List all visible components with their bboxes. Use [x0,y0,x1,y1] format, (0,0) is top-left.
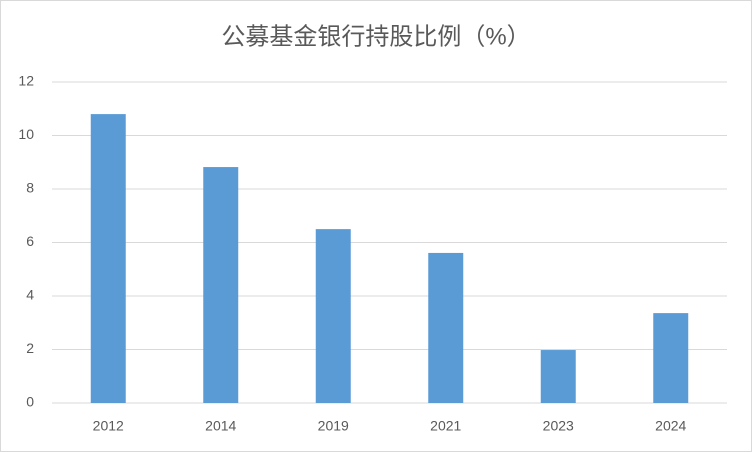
y-tick-label: 8 [26,180,34,196]
bar [428,252,464,403]
x-tick-label: 2014 [205,418,236,434]
chart-title: 公募基金银行持股比例（%） [221,23,530,50]
bar [203,167,239,403]
bar [315,229,351,403]
y-tick-label: 6 [26,233,34,249]
y-tick-label: 10 [18,126,34,142]
bar [653,313,689,403]
bar [540,350,576,403]
x-tick-label: 2024 [655,418,686,434]
bar [90,114,126,403]
x-tick-label: 2019 [318,418,349,434]
x-tick-label: 2012 [93,418,124,434]
x-tick-label: 2023 [543,418,574,434]
x-tick-label: 2021 [430,418,461,434]
y-tick-label: 12 [18,73,34,89]
y-tick-label: 2 [26,340,34,356]
y-tick-label: 4 [26,287,34,303]
y-tick-label: 0 [26,394,34,410]
